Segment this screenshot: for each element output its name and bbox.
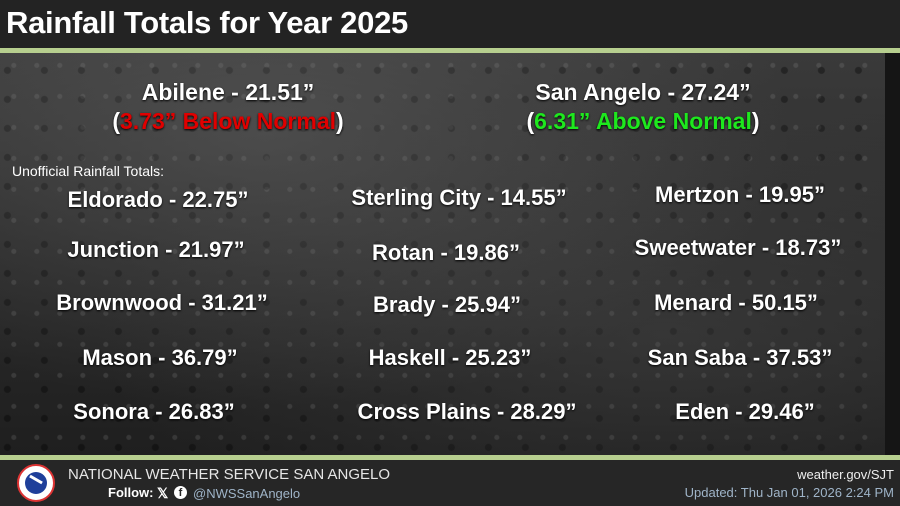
station-total: Haskell - 25.23” bbox=[368, 345, 532, 370]
station-total: Eldorado - 22.75” bbox=[67, 187, 249, 212]
station-total: Mason - 36.79” bbox=[82, 345, 238, 370]
san-angelo-departure: (6.31” Above Normal) bbox=[526, 108, 759, 135]
station-total: Junction - 21.97” bbox=[67, 237, 245, 262]
station-total: Brownwood - 31.21” bbox=[56, 290, 268, 315]
org-name: NATIONAL WEATHER SERVICE SAN ANGELO bbox=[68, 466, 391, 483]
departure-above: 6.31” Above Normal bbox=[534, 108, 752, 134]
divider bbox=[0, 48, 900, 53]
header: Rainfall Totals for Year 2025 bbox=[0, 0, 900, 48]
station-total: Rotan - 19.86” bbox=[372, 240, 520, 265]
nws-logo bbox=[17, 464, 55, 502]
san-angelo-total: San Angelo - 27.24” bbox=[535, 79, 751, 105]
station-total: Menard - 50.15” bbox=[654, 290, 818, 315]
station-total: Brady - 25.94” bbox=[373, 292, 521, 317]
station-total: Sterling City - 14.55” bbox=[351, 185, 567, 210]
station-total: Cross Plains - 28.29” bbox=[357, 399, 577, 424]
side-strip bbox=[885, 53, 900, 455]
station-total: Mertzon - 19.95” bbox=[655, 182, 825, 207]
social-handle[interactable]: @NWSSanAngelo bbox=[193, 486, 301, 501]
divider bbox=[0, 455, 900, 460]
paren: ( bbox=[526, 108, 535, 134]
departure-below: 3.73” Below Normal bbox=[119, 108, 337, 134]
website-link[interactable]: weather.gov/SJT bbox=[797, 467, 894, 482]
unofficial-label: Unofficial Rainfall Totals: bbox=[12, 163, 165, 179]
abilene-departure: (3.73” Below Normal) bbox=[112, 108, 343, 135]
station-total: Sweetwater - 18.73” bbox=[634, 235, 842, 260]
page-title: Rainfall Totals for Year 2025 bbox=[6, 5, 408, 40]
station-total: San Saba - 37.53” bbox=[647, 345, 833, 370]
paren: ( bbox=[112, 108, 120, 134]
updated-timestamp: Updated: Thu Jan 01, 2026 2:24 PM bbox=[684, 485, 894, 500]
station-total: Sonora - 26.83” bbox=[73, 399, 235, 424]
x-icon[interactable]: 𝕏 bbox=[157, 485, 169, 501]
follow-label: Follow: bbox=[108, 485, 154, 500]
rain-background bbox=[0, 53, 885, 455]
abilene-total: Abilene - 21.51” bbox=[141, 79, 315, 105]
facebook-icon[interactable]: f bbox=[174, 486, 187, 499]
station-total: Eden - 29.46” bbox=[675, 399, 815, 424]
paren: ) bbox=[336, 108, 344, 134]
footer: NATIONAL WEATHER SERVICE SAN ANGELO Foll… bbox=[0, 460, 900, 506]
paren: ) bbox=[751, 108, 760, 134]
